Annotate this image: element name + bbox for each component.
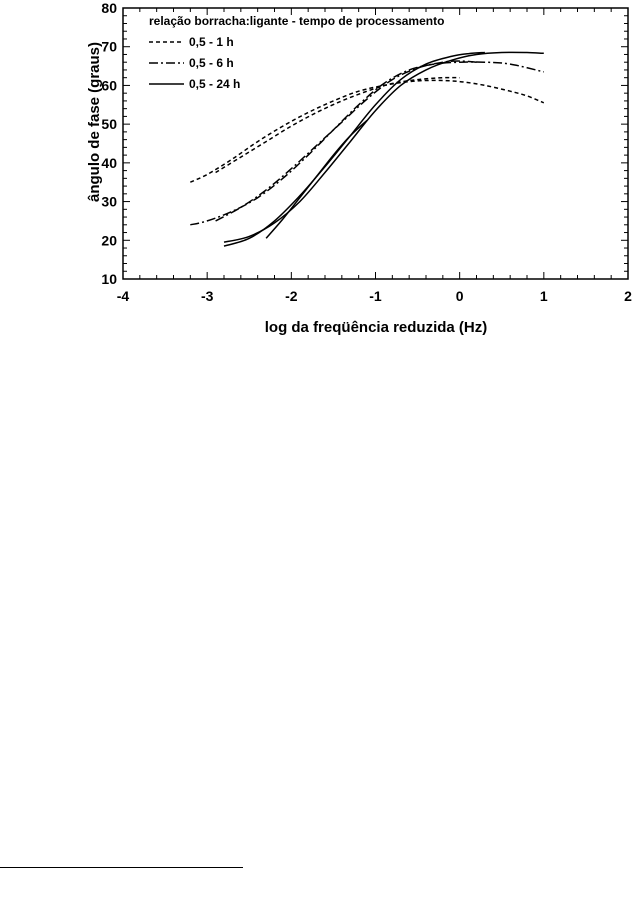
legend: relação borracha:ligante - tempo de proc…	[149, 14, 444, 91]
y-axis-title: ângulo de fase (graus)	[86, 42, 103, 202]
data-curves	[189, 51, 545, 247]
y-tick-label: 40	[101, 155, 117, 171]
x-tick-label: 0	[456, 288, 464, 304]
x-tick-label: -1	[369, 288, 382, 304]
series-line-2-2	[215, 60, 477, 222]
x-tick-label: -3	[201, 288, 214, 304]
tick-labels: -4 -3 -2 -1 0 1 2 10 20 30 40 50 60 70 80	[101, 0, 632, 304]
y-tick-label: 10	[101, 271, 117, 287]
legend-title: relação borracha:ligante - tempo de proc…	[149, 14, 444, 28]
legend-label-1: 0,5 - 1 h	[189, 35, 234, 49]
y-tick-label: 30	[101, 194, 117, 210]
legend-entries: 0,5 - 1 h 0,5 - 6 h 0,5 - 24 h	[149, 35, 240, 91]
x-tick-label: -4	[117, 288, 130, 304]
series-line-2-1	[190, 61, 544, 226]
y-tick-label: 60	[101, 77, 117, 93]
series-line-1-1	[189, 79, 545, 183]
axis-ticks	[122, 7, 629, 280]
y-tick-label: 50	[101, 116, 117, 132]
y-tick-label: 80	[101, 0, 117, 16]
y-tick-label: 70	[101, 39, 117, 55]
series-line-3-1	[223, 51, 544, 243]
footnote-separator	[0, 867, 243, 868]
x-tick-label: 1	[540, 288, 548, 304]
y-tick-label: 20	[101, 232, 117, 248]
series-line-1-2	[215, 76, 460, 174]
legend-label-3: 0,5 - 24 h	[189, 77, 240, 91]
x-tick-label: -2	[285, 288, 298, 304]
phase-angle-chart: -4 -3 -2 -1 0 1 2 10 20 30 40 50 60 70 80 relação borr…	[86, 0, 632, 336]
series-line-3-2	[223, 51, 485, 247]
x-tick-label: 2	[624, 288, 632, 304]
series-line-3-3	[265, 119, 368, 239]
legend-label-2: 0,5 - 6 h	[189, 56, 234, 70]
x-axis-title: log da freqüência reduzida (Hz)	[265, 319, 488, 336]
